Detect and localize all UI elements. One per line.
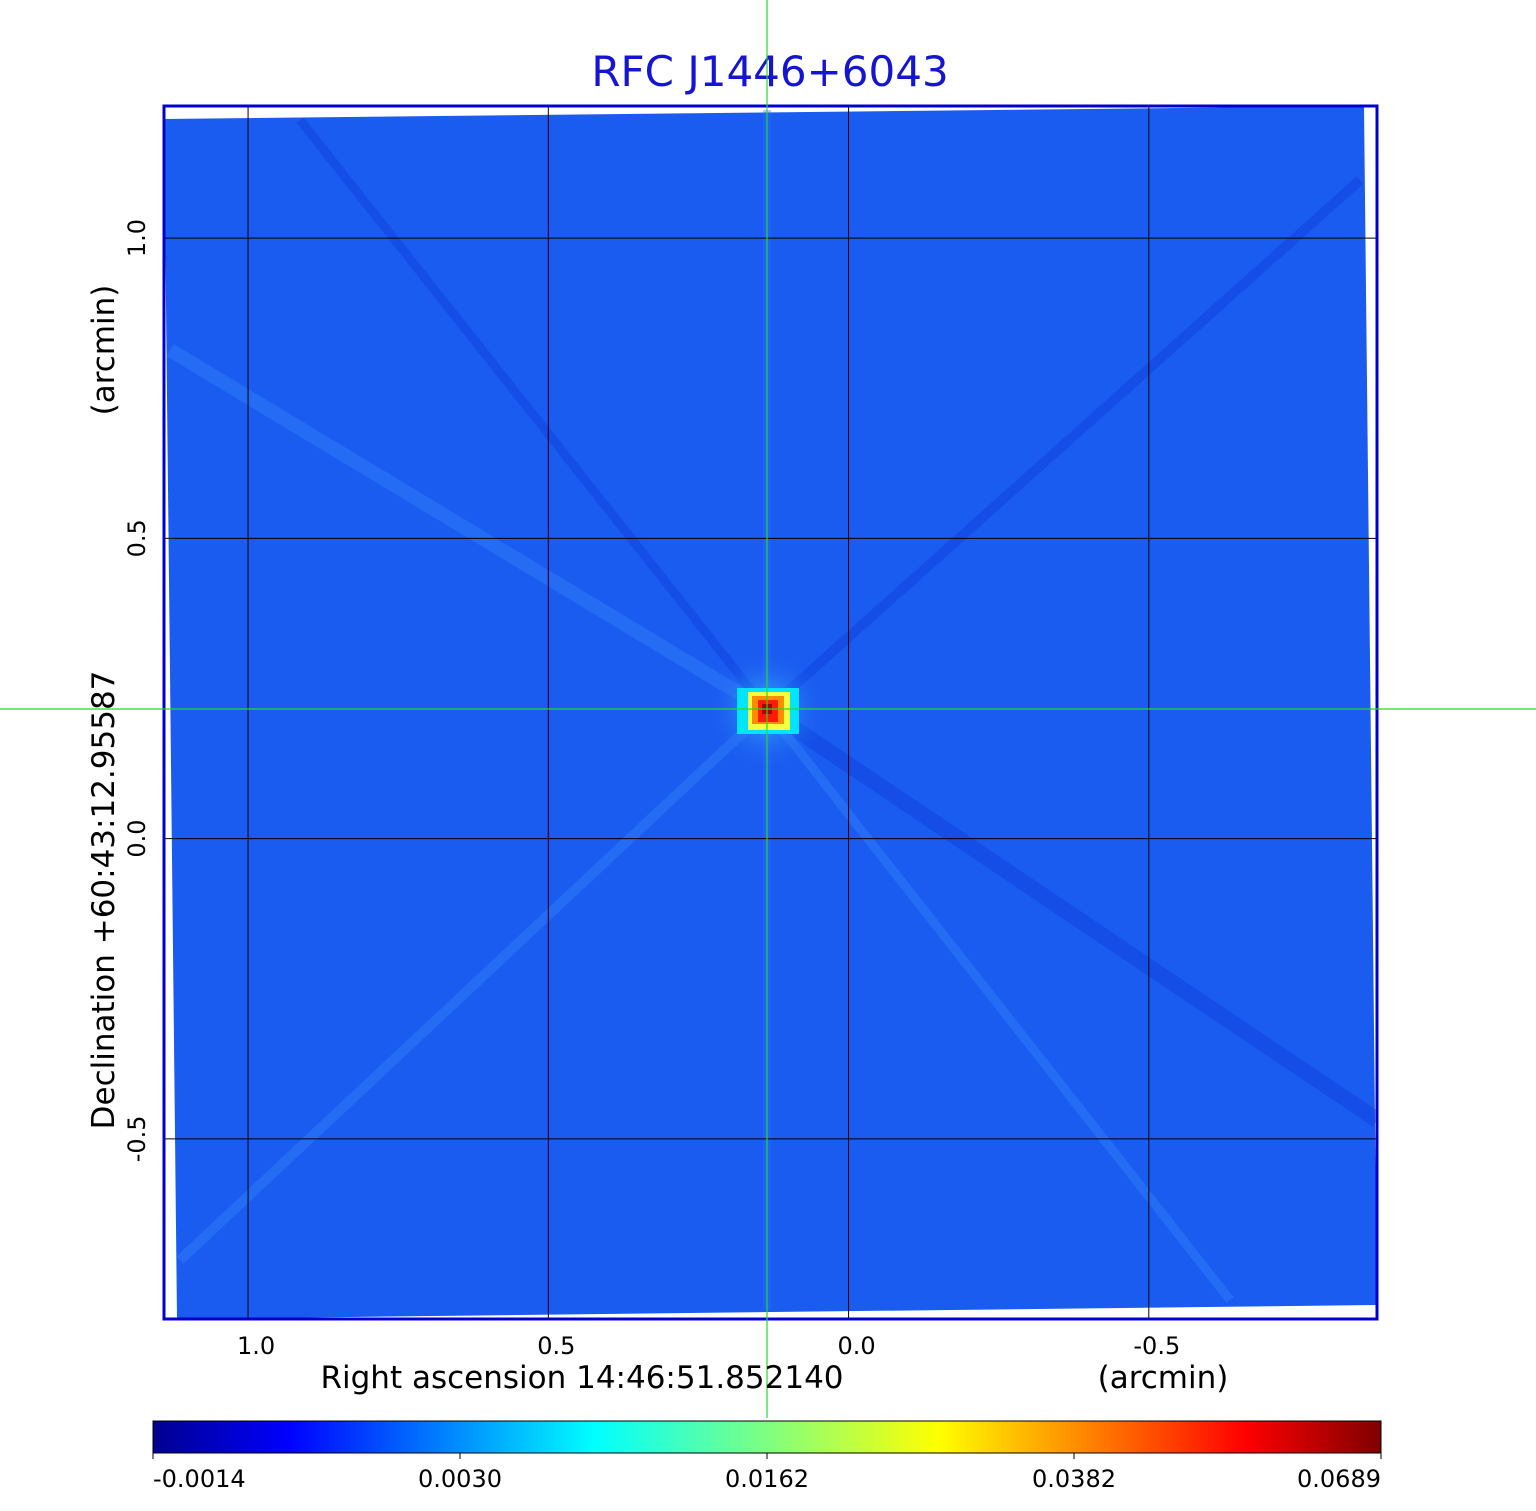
x-tick-label: 0.0 [837, 1332, 875, 1360]
colorbar-tick-label: 0.0030 [418, 1465, 502, 1493]
colorbar-tick-label: 0.0689 [1297, 1465, 1381, 1493]
plot-title: RFC J1446+6043 [591, 47, 948, 96]
x-tick-label: 1.0 [237, 1332, 275, 1360]
y-tick-label: -0.5 [123, 1115, 151, 1162]
colorbar [152, 1420, 1382, 1454]
y-axis-label: Declination +60:43:12.95587 [86, 671, 122, 1130]
x-axis-unit: (arcmin) [1098, 1360, 1229, 1396]
y-axis-unit: (arcmin) [86, 285, 122, 416]
x-axis-ticks: 1.0 0.5 0.0 -0.5 [237, 1332, 1180, 1360]
colorbar-tick-label: -0.0014 [153, 1465, 246, 1493]
x-tick-label: 0.5 [537, 1332, 575, 1360]
plot-frame [162, 104, 1379, 1321]
y-tick-label: 0.0 [123, 820, 151, 858]
coordinate-grid [164, 106, 1377, 1319]
x-tick-label: -0.5 [1133, 1332, 1180, 1360]
y-axis-ticks: 1.0 0.5 0.0 -0.5 [123, 219, 151, 1162]
colorbar-ticks: -0.0014 0.0030 0.0162 0.0382 0.0689 [152, 1453, 1382, 1493]
colorbar-tick-label: 0.0162 [725, 1465, 809, 1493]
colorbar-tick-label: 0.0382 [1032, 1465, 1116, 1493]
y-tick-label: 0.5 [123, 519, 151, 557]
y-tick-label: 1.0 [123, 219, 151, 257]
map-image [164, 106, 1377, 1319]
x-axis-label: Right ascension 14:46:51.852140 [320, 1360, 843, 1396]
